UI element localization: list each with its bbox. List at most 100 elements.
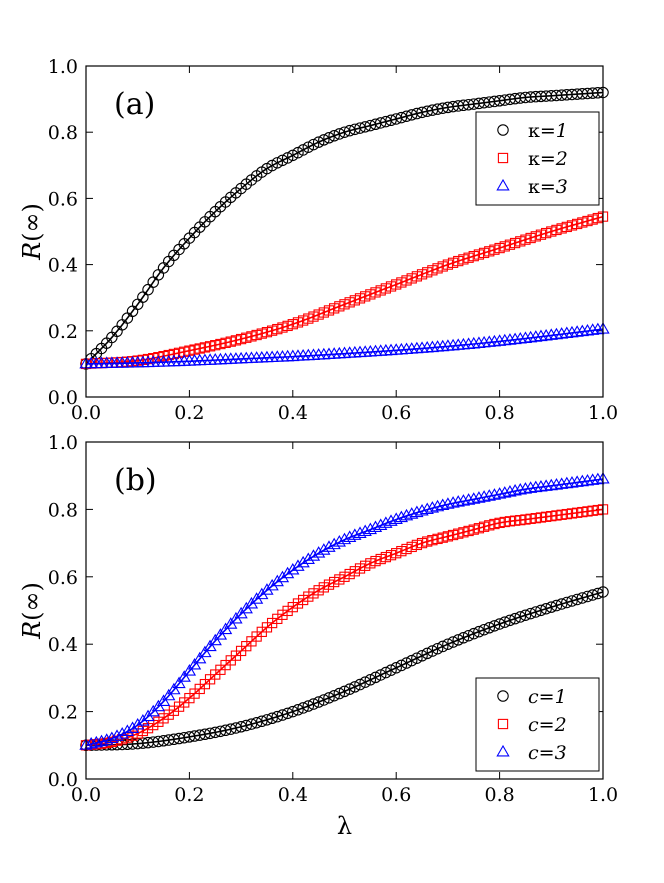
x-tick-label-a-0: 0.0 <box>71 402 101 424</box>
data-point-b-3-70 <box>441 497 455 509</box>
data-point-b-1-66 <box>421 647 433 660</box>
y-tick-label-a-0: 0.0 <box>48 387 78 409</box>
data-point-a-1-48 <box>328 130 340 142</box>
data-point-b-3-87 <box>529 480 543 493</box>
data-point-a-2-69 <box>437 261 448 272</box>
x-tick-label-b-0: 0.0 <box>71 784 101 806</box>
data-point-b-3-2 <box>89 735 103 748</box>
data-point-b-1-57 <box>374 669 387 681</box>
data-point-b-2-76 <box>473 523 485 534</box>
data-point-a-2-75 <box>468 250 479 262</box>
x-tick-label-a-5: 1.0 <box>588 402 618 424</box>
data-point-a-2-49 <box>334 301 345 312</box>
panel-label-a: (a) <box>114 87 155 122</box>
data-point-b-3-80 <box>492 487 507 499</box>
data-point-b-2-53 <box>354 563 366 574</box>
data-point-a-2-96 <box>577 217 588 228</box>
y-tick-label-a-3: 0.6 <box>48 188 78 210</box>
data-point-b-3-69 <box>436 498 450 511</box>
data-point-b-2-86 <box>525 513 536 524</box>
legend-marker-a-2 <box>497 152 509 164</box>
data-point-b-3-7 <box>115 727 129 739</box>
series-line-a-2 <box>85 215 604 365</box>
data-point-a-2-83 <box>509 237 521 249</box>
data-point-b-3-84 <box>513 482 527 495</box>
data-point-b-1-69 <box>436 640 449 653</box>
data-point-a-2-36 <box>266 325 278 336</box>
y-tick-label-a-1: 0.2 <box>48 321 78 343</box>
data-point-b-3-46 <box>317 543 331 555</box>
data-point-b-1-77 <box>478 623 490 636</box>
data-point-b-3-36 <box>265 578 279 591</box>
data-point-b-3-77 <box>477 490 491 502</box>
data-point-b-2-72 <box>453 528 464 539</box>
data-point-b-2-96 <box>577 506 588 518</box>
data-point-b-1-90 <box>545 601 558 613</box>
data-point-b-1-64 <box>411 652 423 664</box>
data-point-b-3-51 <box>343 530 357 542</box>
data-point-b-3-88 <box>534 479 548 492</box>
legend-label-b-1: c=1 <box>528 686 567 708</box>
data-point-b-1-56 <box>369 671 382 684</box>
data-point-b-2-77 <box>478 521 490 532</box>
data-point-a-2-26 <box>215 338 226 350</box>
data-point-b-1-35 <box>261 714 273 726</box>
data-point-a-3-83 <box>508 332 522 345</box>
data-point-a-2-54 <box>360 291 371 302</box>
data-point-a-2-47 <box>323 305 335 316</box>
data-point-a-2-55 <box>365 289 376 300</box>
data-point-a-1-56 <box>369 118 382 131</box>
data-point-b-2-42 <box>297 594 309 606</box>
data-point-b-3-44 <box>306 549 321 561</box>
data-point-b-2-82 <box>504 516 516 527</box>
data-point-b-2-85 <box>520 514 531 525</box>
legend-marker-a-3 <box>496 178 510 191</box>
data-point-b-3-16 <box>162 688 176 701</box>
data-point-b-1-51 <box>343 683 356 695</box>
data-point-a-2-63 <box>406 273 417 284</box>
data-point-a-1-59 <box>385 114 397 127</box>
data-point-b-1-73 <box>457 632 470 644</box>
data-point-a-1-61 <box>395 111 408 124</box>
data-point-b-1-98 <box>586 589 599 601</box>
data-point-a-2-60 <box>391 279 402 290</box>
data-point-b-3-8 <box>120 724 135 736</box>
data-point-b-2-70 <box>442 531 454 542</box>
data-point-b-2-57 <box>375 553 386 565</box>
data-point-b-3-68 <box>430 499 445 512</box>
data-point-a-2-41 <box>292 317 304 328</box>
data-point-b-3-59 <box>384 514 398 526</box>
data-point-b-1-70 <box>442 638 454 650</box>
data-point-b-1-52 <box>349 681 361 693</box>
data-point-b-1-65 <box>416 650 428 662</box>
data-point-a-2-24 <box>204 341 216 352</box>
data-point-b-3-38 <box>275 570 290 583</box>
data-point-b-2-60 <box>391 548 402 559</box>
data-point-b-1-39 <box>281 707 294 720</box>
data-point-b-3-49 <box>332 535 346 547</box>
data-point-b-3-75 <box>467 492 481 504</box>
data-point-b-2-39 <box>282 605 293 617</box>
data-point-a-2-59 <box>385 281 397 292</box>
data-point-b-2-16 <box>163 709 174 720</box>
data-point-a-3-90 <box>544 328 558 340</box>
data-point-b-3-19 <box>177 670 191 682</box>
data-point-b-1-93 <box>561 596 573 609</box>
data-point-b-1-58 <box>380 666 392 679</box>
x-tick-label-b-2: 0.4 <box>278 784 308 806</box>
data-point-a-3-81 <box>498 333 512 346</box>
data-point-b-2-68 <box>432 533 443 545</box>
legend-label-a-3: κ=3 <box>528 176 568 198</box>
data-point-b-2-92 <box>556 509 567 520</box>
series-markers-a-3 <box>79 322 610 369</box>
data-point-a-2-95 <box>571 218 583 230</box>
legend-marker-b-1 <box>497 690 509 702</box>
data-point-b-3-81 <box>498 486 512 498</box>
data-point-b-3-62 <box>399 508 414 521</box>
data-point-a-2-39 <box>282 320 293 332</box>
data-point-a-3-96 <box>575 324 589 337</box>
data-point-a-2-67 <box>427 265 438 276</box>
x-tick-label-b-3: 0.6 <box>381 784 411 806</box>
data-point-a-2-90 <box>546 226 557 237</box>
data-point-b-2-47 <box>323 579 335 590</box>
